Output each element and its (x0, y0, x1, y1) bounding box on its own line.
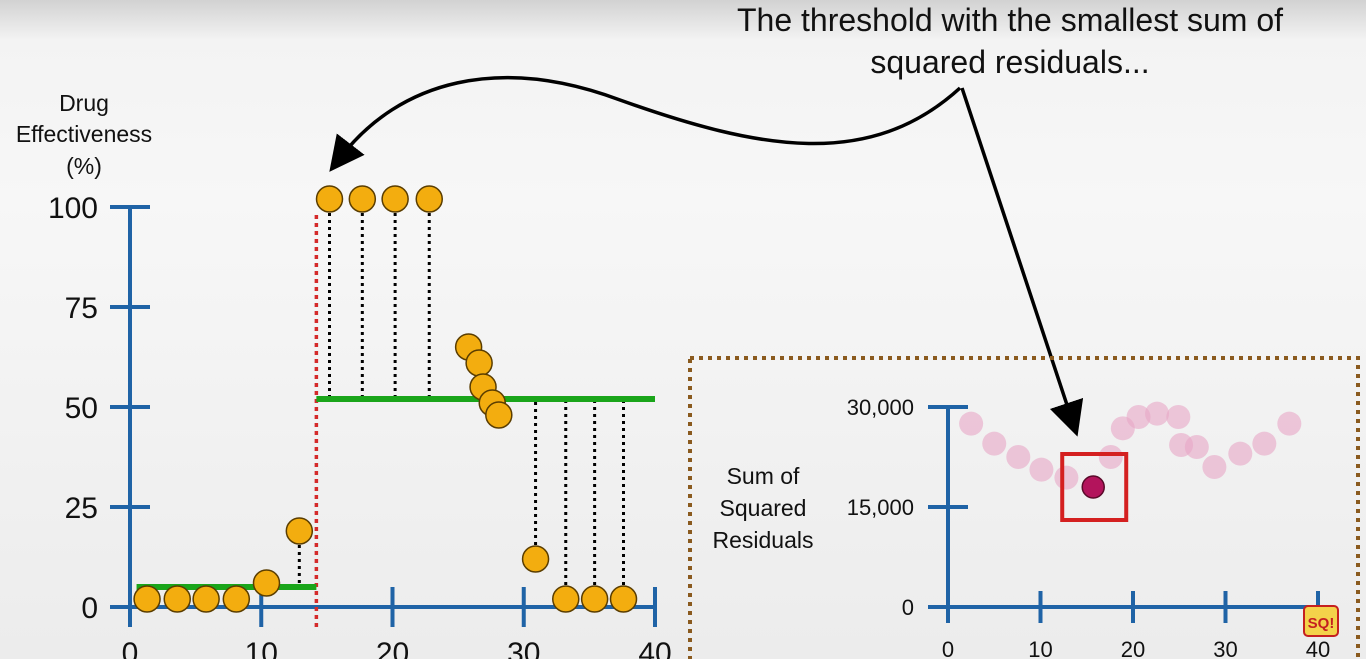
ssr-point (1252, 431, 1277, 456)
data-point (521, 545, 550, 573)
data-point (609, 585, 638, 613)
ssr-point (1054, 465, 1079, 490)
ssr-point (1277, 411, 1302, 436)
right-x-tick-label: 20 (1121, 637, 1145, 659)
left-y-tick-label: 0 (81, 592, 98, 625)
data-point (348, 185, 377, 213)
data-point (485, 401, 513, 429)
ssr-point (1228, 441, 1253, 466)
left-y-tick-label: 75 (65, 292, 98, 325)
statquest-logo-text: SQ! (1308, 615, 1335, 632)
annotation-line-2: squared residuals... (870, 44, 1149, 80)
data-point (465, 349, 493, 377)
right-y-tick-label: 15,000 (847, 495, 914, 520)
ssr-point (1029, 457, 1054, 482)
arrow-to-min-ssr (960, 87, 1084, 437)
min-ssr-highlight-box (1060, 452, 1129, 522)
left-ylabel-line-2: Effectiveness (16, 121, 152, 147)
ssr-point (959, 411, 984, 436)
ssr-chart: Sum of Squared Residuals 0 15,000 30,000 0 1… (713, 395, 1331, 659)
data-point (222, 585, 251, 613)
min-ssr-point (1081, 475, 1105, 499)
left-y-tick-label: 25 (65, 492, 98, 525)
data-point (580, 585, 609, 613)
left-y-tick-label: 100 (48, 192, 98, 225)
data-point (415, 185, 443, 213)
left-ylabel-line-1: Drug (59, 90, 109, 116)
left-x-tick-label: 20 (376, 637, 409, 659)
data-point (163, 585, 191, 613)
data-point (552, 585, 580, 613)
right-x-tick-label: 0 (942, 637, 954, 659)
ssr-point (1145, 401, 1170, 426)
ssr-point (1126, 405, 1151, 429)
ssr-point (1006, 445, 1031, 469)
left-x-tick-label: 10 (245, 637, 278, 659)
statquest-logo: SQ! (1303, 605, 1339, 637)
right-ylabel-line-3: Residuals (713, 527, 814, 553)
right-y-tick-label: 0 (902, 595, 914, 620)
data-point (381, 185, 409, 213)
ssr-point (1166, 405, 1191, 429)
drug-effectiveness-chart: Drug Effectiveness (%) 0 25 50 75 100 0 10 20 30… (16, 90, 672, 659)
data-point (315, 185, 344, 213)
right-x-tick-label: 40 (1306, 637, 1330, 659)
left-x-tick-label: 0 (122, 637, 139, 659)
data-point (192, 585, 220, 613)
ssr-point (1202, 455, 1227, 479)
ssr-point (982, 431, 1007, 456)
data-point (252, 569, 281, 597)
right-ylabel-line-2: Squared (720, 495, 807, 521)
ssr-panel-border (688, 356, 1360, 659)
data-point (133, 585, 161, 613)
left-ylabel-line-3: (%) (66, 153, 102, 179)
right-y-tick-label: 30,000 (847, 395, 914, 420)
annotation-line-1: The threshold with the smallest sum of (737, 2, 1283, 38)
left-y-tick-label: 50 (65, 392, 98, 425)
left-x-tick-label: 40 (638, 637, 671, 659)
data-point (285, 517, 314, 545)
right-x-tick-label: 30 (1213, 637, 1237, 659)
ssr-point (1098, 445, 1123, 469)
right-x-tick-label: 10 (1028, 637, 1052, 659)
ssr-point (1184, 435, 1209, 459)
arrow-to-threshold (329, 76, 962, 172)
right-ylabel-line-1: Sum of (727, 463, 800, 489)
left-x-tick-label: 30 (507, 637, 540, 659)
